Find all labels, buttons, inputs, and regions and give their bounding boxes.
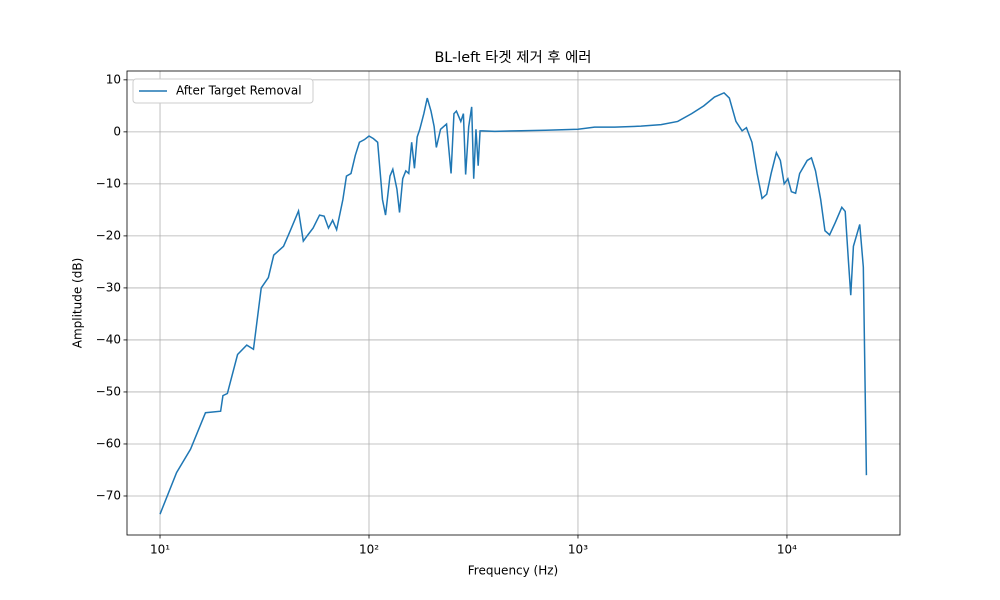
legend-label: After Target Removal bbox=[176, 84, 302, 98]
y-tick-label: −60 bbox=[96, 436, 121, 450]
y-tick-label: 10 bbox=[106, 72, 121, 86]
y-tick-label: −40 bbox=[96, 332, 121, 346]
x-tick-label: 10¹ bbox=[150, 543, 170, 557]
y-tick-label: −70 bbox=[96, 488, 121, 502]
legend-box bbox=[132, 78, 314, 104]
x-tick-label: 10⁴ bbox=[777, 543, 797, 557]
y-tick-label: 0 bbox=[113, 124, 121, 138]
x-axis-label: Frequency (Hz) bbox=[468, 564, 559, 578]
chart-title: BL-left 타겟 제거 후 에러 bbox=[434, 49, 591, 66]
data-line bbox=[159, 91, 868, 515]
x-tick-label: 10² bbox=[359, 543, 379, 557]
y-axis-label: Amplitude (dB) bbox=[71, 258, 85, 349]
y-tick-label: −30 bbox=[96, 280, 121, 294]
y-tick-label: −10 bbox=[96, 176, 121, 190]
x-tick-label: 10³ bbox=[568, 543, 588, 557]
y-tick-label: −20 bbox=[96, 228, 121, 242]
plot-frame bbox=[126, 70, 901, 536]
y-tick-label: −50 bbox=[96, 384, 121, 398]
